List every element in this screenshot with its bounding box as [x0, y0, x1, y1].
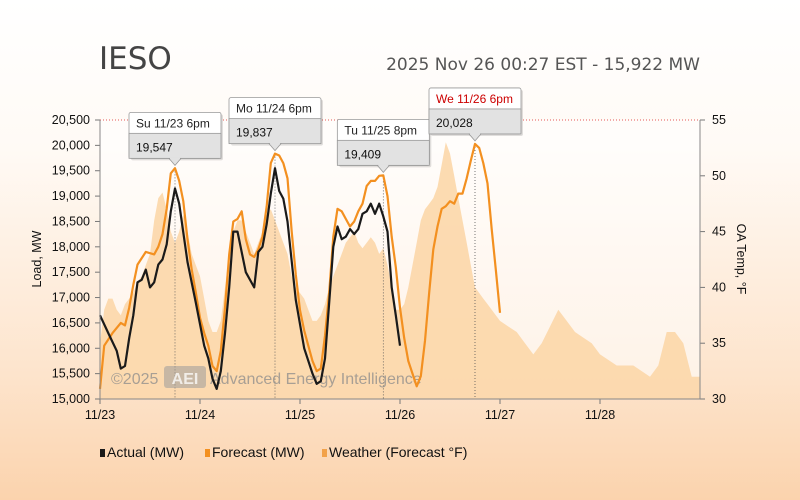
y-tick-label: 16,500: [52, 316, 90, 330]
x-tick-label: 11/28: [585, 408, 615, 422]
axes: 15,000 15,500 16,000 16,500 17,000 17,500 18,0…: [52, 113, 726, 422]
peak-tooltip: Mo 11/24 6pm 19,837: [228, 97, 323, 152]
y2-tick-label: 40: [712, 280, 726, 294]
y-tick-label: 15,500: [52, 367, 90, 381]
series-lines: [98, 142, 502, 390]
legend-item: Weather (Forecast °F): [322, 444, 467, 460]
tooltip-value: 19,409: [344, 147, 381, 161]
y-tick-label: 20,500: [52, 113, 90, 127]
y-tick-label: 16,000: [52, 341, 90, 355]
y-tick-label: 18,000: [52, 240, 90, 254]
chart-subtitle: 2025 Nov 26 00:27 EST - 15,922 MW: [386, 55, 700, 75]
aei-logo-text: AEI: [172, 371, 199, 388]
tooltip-value: 19,547: [136, 140, 173, 154]
legend-item: Forecast (MW): [205, 444, 305, 460]
tooltip-value-box: [128, 132, 222, 159]
weather-area-layer: [100, 142, 700, 400]
tooltip-date: We 11/26 6pm: [436, 92, 513, 106]
weather-area: [100, 142, 700, 400]
x-tick-label: 11/25: [285, 408, 315, 422]
peak-tooltip: Su 11/23 6pm 19,547: [128, 111, 223, 166]
watermark-copyright: ©2025: [111, 371, 158, 388]
legend-label: Actual (MW): [107, 444, 184, 460]
legend-swatch: [100, 449, 105, 457]
peak-tooltip: Tu 11/25 8pm 19,409: [336, 118, 432, 173]
y2-tick-label: 30: [712, 392, 726, 406]
legend-label: Forecast (MW): [212, 444, 305, 460]
tooltip-date: Mo 11/24 6pm: [236, 102, 312, 116]
y-tick-label: 15,000: [52, 392, 90, 406]
forecast-line: [98, 142, 502, 390]
aei-logo-box: [164, 366, 206, 388]
y-tick-label: 17,000: [52, 291, 90, 305]
y-tick-label: 18,500: [52, 214, 90, 228]
tooltip-value-box: [428, 108, 522, 135]
peak-tooltips: Su 11/23 6pm 19,547 Mo 11/24 6pm 19,837 Tu 1…: [128, 87, 523, 173]
x-tick-label: 11/23: [85, 408, 115, 422]
y2-tick-label: 35: [712, 336, 726, 350]
y2-tick-label: 55: [712, 113, 726, 127]
legend-item: Actual (MW): [100, 444, 184, 460]
x-tick-label: 11/27: [485, 408, 515, 422]
chart-title: IESO: [99, 41, 172, 77]
y2-tick-label: 45: [712, 225, 726, 239]
y-tick-label: 20,000: [52, 138, 90, 152]
actual-line: [99, 167, 402, 390]
tooltip-date: Tu 11/25 8pm: [344, 123, 417, 137]
y-tick-label: 17,500: [52, 265, 90, 279]
y-tick-label: 19,500: [52, 164, 90, 178]
x-tick-label: 11/24: [185, 408, 215, 422]
y2-axis-label: OA Temp, °F: [734, 224, 748, 295]
legend-swatch: [322, 449, 327, 457]
legend-swatch: [205, 449, 210, 457]
tooltip-value-box: [228, 118, 322, 145]
legend: Actual (MW) Forecast (MW) Weather (Forecas…: [100, 444, 467, 460]
tooltip-value: 20,028: [436, 116, 473, 130]
peak-tooltip: We 11/26 6pm 20,028: [428, 87, 523, 142]
legend-label: Weather (Forecast °F): [329, 444, 467, 460]
y-axis-label: Load, MW: [30, 230, 44, 287]
tooltip-value-box: [336, 139, 430, 166]
y2-tick-label: 50: [712, 169, 726, 183]
tooltip-value: 19,837: [236, 126, 273, 140]
peak-marker-lines: [174, 143, 476, 399]
x-tick-label: 11/26: [385, 408, 415, 422]
y-tick-label: 19,000: [52, 189, 90, 203]
tooltip-date: Su 11/23 6pm: [136, 116, 210, 130]
